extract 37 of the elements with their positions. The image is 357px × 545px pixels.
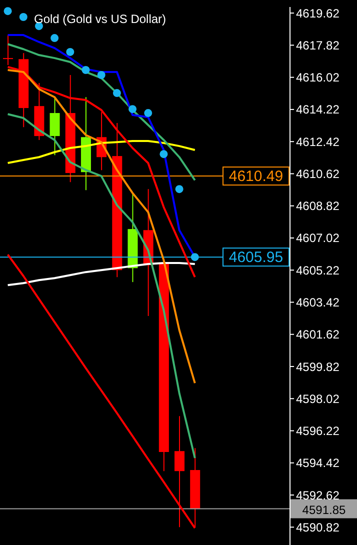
point — [128, 105, 137, 114]
line-series — [6, 262, 196, 286]
y-tick-label: 4601.62 — [296, 328, 340, 342]
y-tick-label: 4590.82 — [296, 520, 340, 534]
y-tick-label: 4592.62 — [296, 488, 340, 502]
line-series — [6, 43, 196, 182]
y-tick-label: 4605.22 — [296, 263, 340, 278]
y-tick-label: 4598.02 — [296, 392, 340, 406]
ref-line-label: 4591.85 — [302, 502, 346, 517]
point — [144, 109, 152, 118]
chart-title: Gold (Gold vs US Dollar) — [34, 12, 166, 26]
point — [112, 89, 121, 98]
ref-line-label: 4605.95 — [228, 249, 284, 266]
candlestick — [50, 96, 60, 156]
point — [190, 253, 199, 262]
y-tick-label: 4594.42 — [296, 456, 340, 470]
y-tick-label: 4608.82 — [296, 199, 340, 214]
y-tick-label: 4596.22 — [296, 424, 340, 438]
point — [50, 34, 59, 42]
point — [66, 48, 74, 56]
point — [97, 71, 106, 80]
y-tick-label: 4619.62 — [296, 6, 340, 20]
point — [175, 185, 184, 194]
y-tick-label: 4599.82 — [296, 360, 340, 374]
y-tick-label: 4616.02 — [296, 70, 340, 85]
point — [19, 12, 28, 21]
point — [160, 150, 168, 158]
y-tick-label: 4612.42 — [296, 134, 340, 149]
y-tick-label: 4617.82 — [296, 38, 340, 52]
point — [82, 66, 90, 74]
y-tick-label: 4603.42 — [296, 296, 340, 310]
line-series — [6, 113, 196, 460]
point — [4, 7, 12, 16]
ref-line-label: 4610.49 — [228, 168, 284, 186]
y-tick-label: 4614.22 — [296, 102, 340, 117]
y-tick-label: 4610.62 — [296, 166, 340, 181]
y-tick-label: 4607.02 — [296, 231, 340, 246]
